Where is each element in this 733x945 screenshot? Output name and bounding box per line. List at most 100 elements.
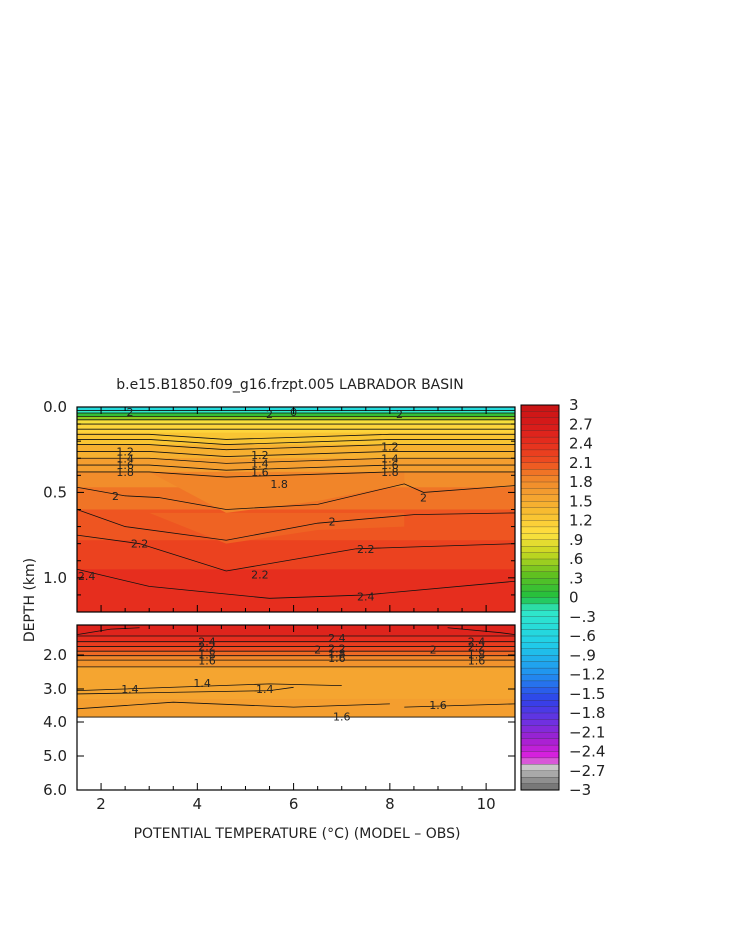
field-band bbox=[77, 407, 515, 411]
colorbar-segment bbox=[520, 590, 560, 599]
colorbar-segment bbox=[520, 462, 560, 470]
field-band bbox=[77, 655, 515, 661]
contour-label: 2 bbox=[314, 643, 321, 656]
contour-line bbox=[76, 568, 516, 599]
lower-frame bbox=[76, 624, 516, 791]
colorbar-segment bbox=[520, 404, 560, 412]
x-tick-label: 6 bbox=[289, 795, 299, 813]
colorbar-tick-label: −.3 bbox=[569, 608, 596, 626]
contour-label: 1.8 bbox=[381, 466, 399, 479]
contour-line bbox=[447, 627, 516, 636]
colorbar-tick-label: −.6 bbox=[569, 627, 596, 645]
contour-label: 2.2 bbox=[328, 642, 346, 655]
contour-label: 1.6 bbox=[251, 466, 269, 479]
contour-label: 1.6 bbox=[328, 652, 346, 665]
colorbar-tick-label: 2.4 bbox=[569, 435, 593, 453]
contour-label: 2 bbox=[396, 408, 403, 421]
colorbar-segment bbox=[520, 680, 560, 688]
colorbar-segment bbox=[520, 635, 560, 643]
colorbar-segment bbox=[520, 610, 560, 618]
field-band bbox=[77, 540, 515, 570]
contour-label: 1.4 bbox=[116, 452, 134, 465]
contour-line bbox=[77, 471, 515, 478]
colorbar-segment bbox=[520, 417, 560, 425]
contour-label: 1.8 bbox=[468, 649, 486, 662]
contour-label: 1.8 bbox=[328, 648, 346, 661]
field-tongue bbox=[149, 512, 405, 544]
colorbar-segment bbox=[520, 558, 560, 566]
contour-line bbox=[77, 444, 515, 451]
colorbar-segment bbox=[520, 436, 560, 445]
colorbar-segment bbox=[520, 777, 560, 785]
field-tongue bbox=[149, 471, 405, 513]
colorbar-segment bbox=[520, 488, 560, 496]
colorbar-segment bbox=[520, 674, 560, 682]
colorbar-segment bbox=[520, 597, 560, 605]
x-tick-label: 10 bbox=[477, 795, 496, 813]
contour-line bbox=[77, 464, 515, 471]
colorbar-frame bbox=[520, 404, 560, 791]
colorbar-segment bbox=[520, 757, 560, 765]
colorbar-tick-label: −2.4 bbox=[569, 743, 605, 761]
colorbar-segment bbox=[520, 744, 560, 753]
y-tick-label: 0.0 bbox=[43, 398, 67, 416]
contour-label: 2.2 bbox=[198, 640, 216, 653]
colorbar-segment bbox=[520, 501, 560, 509]
contour-line bbox=[76, 509, 516, 541]
field-band bbox=[77, 419, 515, 425]
colorbar-tick-label: −2.1 bbox=[569, 723, 605, 741]
colorbar-segment bbox=[520, 623, 560, 631]
contour-label: 2 bbox=[329, 515, 336, 528]
field-band bbox=[77, 412, 515, 417]
colorbar-segment bbox=[520, 700, 560, 708]
colorbar-segment bbox=[520, 494, 560, 502]
y-axis-label: DEPTH (km) bbox=[22, 558, 38, 642]
contour-line bbox=[76, 534, 516, 572]
colorbar-segment bbox=[520, 629, 560, 637]
contour-label: 1.6 bbox=[116, 459, 134, 472]
colorbar-segment bbox=[520, 552, 560, 560]
colorbar-segment bbox=[520, 449, 560, 457]
colorbar-segment bbox=[520, 546, 560, 554]
contour-label: 1.6 bbox=[468, 654, 486, 667]
colorbar-tick-label: 0 bbox=[569, 589, 579, 607]
contour-label: 1.2 bbox=[251, 449, 269, 462]
colorbar-segment bbox=[520, 443, 560, 451]
y-tick-label: 2.0 bbox=[43, 646, 67, 664]
contour-line bbox=[76, 627, 140, 636]
contour-label: 2 bbox=[430, 643, 437, 656]
contour-label: 1.2 bbox=[381, 440, 399, 453]
contour-line bbox=[77, 451, 515, 457]
contour-label: 1.4 bbox=[251, 457, 269, 470]
colorbar-tick-label: .3 bbox=[569, 569, 583, 587]
colorbar-tick-label: 3 bbox=[569, 396, 579, 414]
field-band bbox=[77, 698, 515, 718]
colorbar-segment bbox=[520, 725, 560, 733]
colorbar-segment bbox=[520, 526, 560, 534]
colorbar-segment bbox=[520, 693, 560, 701]
colorbar-tick-label: 1.5 bbox=[569, 492, 593, 510]
colorbar: 32.72.42.11.81.51.2.9.6.30−.3−.6−.9−1.2−… bbox=[520, 396, 605, 799]
y-tick-label: 0.5 bbox=[43, 483, 67, 501]
colorbar-segment bbox=[520, 706, 560, 714]
contour-label: 2 bbox=[126, 406, 133, 419]
colorbar-segment bbox=[520, 469, 560, 477]
colorbar-segment bbox=[520, 603, 560, 611]
field-band bbox=[77, 646, 515, 652]
colorbar-segment bbox=[520, 642, 560, 650]
field-band bbox=[77, 651, 515, 657]
field-band bbox=[77, 410, 515, 414]
colorbar-tick-label: .6 bbox=[569, 550, 583, 568]
contour-label: 2.4 bbox=[468, 636, 486, 649]
colorbar-segment bbox=[520, 655, 560, 663]
contour-label: 2.2 bbox=[357, 543, 375, 556]
contour-label: 2 bbox=[266, 408, 273, 421]
field-band bbox=[77, 569, 515, 613]
colorbar-segment bbox=[520, 513, 560, 522]
colorbar-segment bbox=[520, 456, 560, 464]
colorbar-tick-label: 1.8 bbox=[569, 473, 593, 491]
colorbar-segment bbox=[520, 565, 560, 573]
colorbar-segment bbox=[520, 687, 560, 695]
colorbar-tick-label: −2.7 bbox=[569, 762, 605, 780]
contour-line bbox=[76, 483, 516, 510]
